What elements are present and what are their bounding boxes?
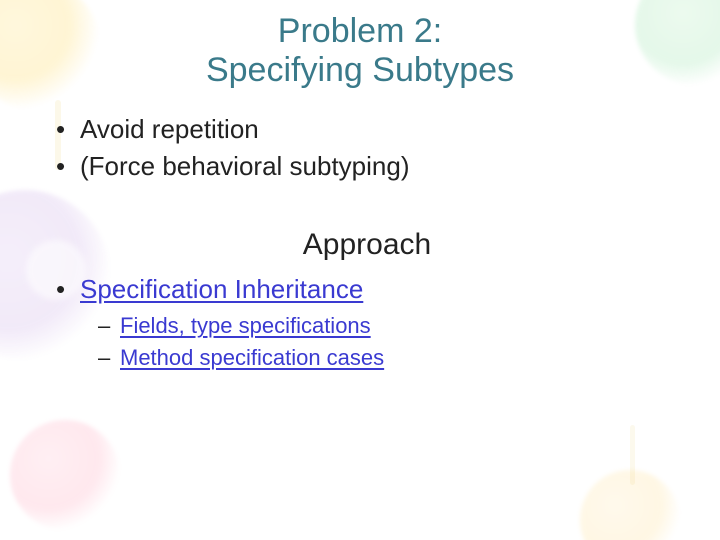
bullet-item: (Force behavioral subtyping) bbox=[54, 149, 680, 184]
bullet-list-top: Avoid repetition (Force behavioral subty… bbox=[54, 112, 680, 184]
sub-bullet-item: Method specification cases bbox=[98, 343, 680, 373]
slide: Problem 2: Specifying Subtypes Avoid rep… bbox=[0, 0, 720, 540]
bullet-link[interactable]: Specification Inheritance bbox=[80, 274, 363, 304]
bullet-list-bottom: Specification Inheritance Fields, type s… bbox=[54, 272, 680, 372]
title-line-2: Specifying Subtypes bbox=[0, 51, 720, 90]
slide-title: Problem 2: Specifying Subtypes bbox=[0, 0, 720, 90]
slide-body: Avoid repetition (Force behavioral subty… bbox=[0, 90, 720, 373]
sub-bullet-link[interactable]: Method specification cases bbox=[120, 345, 384, 370]
bullet-item: Avoid repetition bbox=[54, 112, 680, 147]
sub-bullet-list: Fields, type specifications Method speci… bbox=[80, 311, 680, 372]
subheading: Approach bbox=[54, 228, 680, 262]
title-line-1: Problem 2: bbox=[0, 12, 720, 51]
sub-bullet-link[interactable]: Fields, type specifications bbox=[120, 313, 371, 338]
bullet-item: Specification Inheritance Fields, type s… bbox=[54, 272, 680, 372]
bullet-text: (Force behavioral subtyping) bbox=[80, 151, 410, 181]
sub-bullet-item: Fields, type specifications bbox=[98, 311, 680, 341]
bullet-text: Avoid repetition bbox=[80, 114, 259, 144]
